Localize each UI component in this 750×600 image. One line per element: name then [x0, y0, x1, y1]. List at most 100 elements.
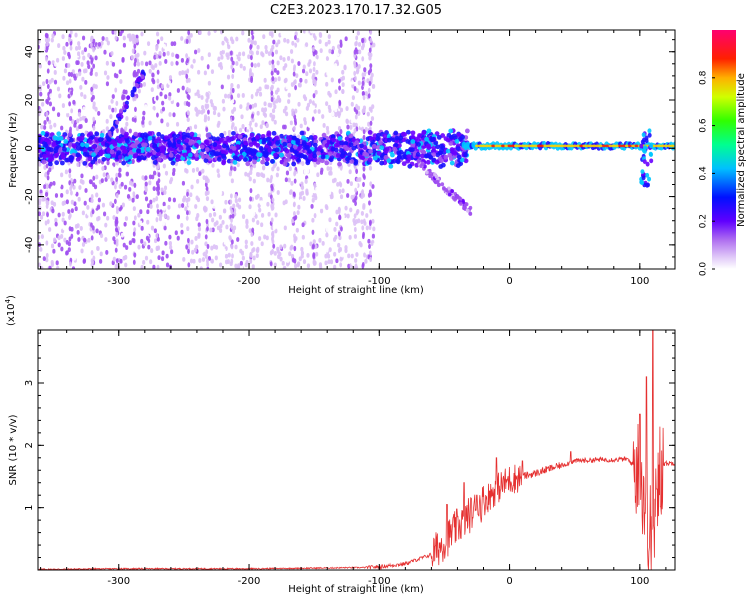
spectral-cell: [119, 31, 123, 37]
spectral-cell: [245, 105, 249, 111]
spectral-cell: [81, 115, 85, 121]
spectral-cell: [46, 153, 51, 158]
spectral-cell: [203, 70, 207, 76]
spectral-cell: [155, 45, 159, 52]
spectral-cell: [56, 57, 60, 63]
spectral-cell: [52, 135, 58, 141]
spectral-cell: [204, 178, 208, 184]
spectral-cell: [259, 124, 263, 130]
spectral-cell: [369, 120, 373, 126]
snr-y-label: SNR (10 * v/v): [8, 414, 19, 485]
spectral-cell: [68, 236, 72, 242]
spectral-cell: [53, 122, 57, 128]
spectral-cell: [363, 252, 366, 258]
spectral-cell: [491, 144, 496, 148]
spectral-cell: [270, 84, 274, 90]
spectral-cell: [327, 190, 332, 195]
spectral-cell: [239, 260, 243, 266]
spectral-cell: [144, 255, 149, 261]
spectral-cell: [318, 39, 322, 45]
spectral-cell: [276, 166, 280, 172]
spectral-cell: [361, 189, 365, 195]
spectral-cell: [97, 41, 102, 47]
spectral-cell: [301, 222, 305, 228]
spectral-cell: [260, 159, 266, 165]
spectral-cell: [150, 109, 155, 115]
spectral-cell: [293, 178, 297, 184]
spectral-cell: [361, 263, 365, 269]
spectral-cell: [87, 237, 91, 243]
spectral-cell: [144, 187, 148, 193]
spectral-cell: [245, 224, 249, 229]
spectral-cell: [337, 44, 341, 50]
spectral-cell: [274, 228, 278, 234]
spectral-cell: [311, 229, 315, 235]
spectral-cell: [132, 238, 136, 244]
snr-y-axis: 123: [24, 332, 675, 559]
spectral-cell: [592, 144, 597, 148]
spectral-cell: [136, 148, 141, 154]
spectral-cell: [631, 144, 636, 148]
spectral-cell: [216, 123, 220, 128]
spectral-cell: [175, 121, 180, 127]
spectral-cell: [347, 112, 351, 118]
spectral-cell: [51, 208, 55, 214]
spectral-cell: [300, 184, 304, 190]
spectral-cell: [346, 124, 350, 130]
spectral-cell: [312, 153, 318, 159]
spectral-cell: [340, 252, 344, 258]
spectral-cell: [204, 139, 210, 145]
spectral-cell: [316, 146, 322, 152]
spectral-cell: [234, 198, 238, 204]
spectral-cell: [100, 141, 106, 147]
spectral-cell: [126, 194, 131, 199]
spectral-cell: [308, 68, 313, 74]
spectral-cell: [224, 93, 228, 99]
spectral-cell: [130, 143, 136, 149]
spectral-cell: [139, 82, 143, 88]
spectral-cell: [78, 71, 82, 77]
spectral-cell: [168, 234, 172, 240]
spectral-cell: [76, 51, 81, 57]
spectral-cell: [87, 64, 91, 70]
spectral-cell: [355, 210, 359, 216]
spectral-cell: [47, 157, 53, 163]
spectral-cell: [325, 56, 330, 61]
spectral-cell: [341, 82, 345, 87]
spectral-cell: [114, 107, 117, 113]
spectral-cell: [109, 149, 115, 155]
spectral-cell: [116, 128, 119, 134]
spectral-cell: [344, 136, 350, 142]
spectral-cell: [126, 95, 131, 101]
spectral-cell: [74, 206, 78, 212]
spectral-cell: [307, 149, 312, 154]
spectral-cell: [97, 111, 101, 116]
spectral-cell: [361, 80, 365, 86]
spectral-cell: [206, 226, 209, 232]
spectral-cell: [448, 128, 454, 134]
spectral-cell: [97, 80, 101, 85]
spectral-cell: [647, 128, 652, 134]
spectral-cell: [79, 116, 83, 122]
spectral-cell: [168, 112, 172, 117]
spectral-cell: [319, 208, 324, 214]
spectral-cell: [452, 150, 458, 156]
spectral-cell: [368, 136, 374, 141]
spectral-cell: [267, 147, 273, 153]
spectral-cell: [148, 194, 152, 200]
spectral-cell: [62, 146, 67, 152]
spectral-cell: [261, 139, 267, 145]
spectral-cell: [182, 195, 187, 201]
x-tick-label: 0: [506, 276, 512, 287]
spectral-cell: [137, 212, 141, 218]
spectral-cell: [205, 196, 210, 202]
spectral-cell: [90, 42, 93, 48]
spectral-cell: [103, 70, 108, 76]
spectral-cell: [362, 218, 366, 224]
spectral-cell: [157, 163, 160, 170]
spectral-cell: [231, 87, 235, 94]
spectral-cell: [57, 235, 61, 241]
spectral-cell: [76, 162, 80, 167]
spectral-cell: [569, 144, 574, 148]
spectral-cell: [233, 166, 237, 172]
